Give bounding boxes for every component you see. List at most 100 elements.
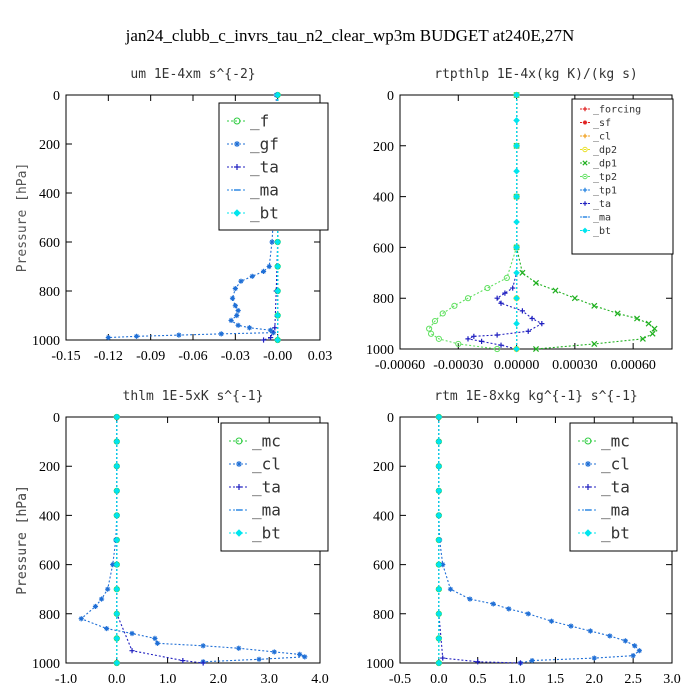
data-point <box>235 308 241 314</box>
legend-entry: _ma <box>252 501 281 520</box>
data-point <box>435 610 443 618</box>
legend: _mc _cl _ta _ma _bt <box>220 422 329 552</box>
series-line <box>80 417 305 663</box>
data-point <box>113 659 121 667</box>
data-point <box>297 651 303 657</box>
legend-entry: _dp1 <box>593 159 617 170</box>
series-ta <box>465 92 545 352</box>
legend-entry: _ma <box>250 181 279 200</box>
data-point <box>269 239 275 245</box>
legend-entry: _ta <box>252 478 281 497</box>
data-point <box>427 330 435 337</box>
data-point <box>513 345 520 353</box>
data-point <box>435 462 443 470</box>
figure-title: jan24_clubb_c_invrs_tau_n2_clear_wp3m BU… <box>125 26 575 45</box>
y-tick-label: 800 <box>39 608 60 623</box>
legend-entry: _gf <box>250 135 279 154</box>
legend-marker <box>582 146 588 153</box>
data-point <box>129 630 135 637</box>
data-point <box>78 616 84 622</box>
y-axis-label: Pressure [hPa] <box>15 163 30 273</box>
data-point <box>519 308 525 314</box>
data-point <box>246 325 253 331</box>
data-point <box>435 659 443 667</box>
data-point <box>180 657 186 664</box>
data-point <box>513 193 520 200</box>
data-point <box>475 659 481 665</box>
data-point <box>591 340 598 347</box>
data-point <box>636 648 642 654</box>
legend: _f _gf _ta _ma _bt <box>218 102 329 231</box>
x-tick-label: 1.0 <box>508 672 526 687</box>
x-tick-label: 4.0 <box>311 672 329 687</box>
data-point <box>104 625 110 632</box>
legend-marker <box>233 209 241 217</box>
data-point <box>498 342 504 348</box>
y-tick-label: 0 <box>387 411 394 426</box>
legend-marker <box>585 484 591 490</box>
data-point <box>440 562 446 568</box>
data-point <box>113 487 121 495</box>
series-tp2 <box>426 91 520 353</box>
legend: _forcing _sf _cl _dp2 _dp1 _tp2 _tp1 _ta _ma _bt <box>571 98 674 255</box>
panel-title: rtpthlp 1E-4x(kg K)/(kg s) <box>434 67 638 82</box>
data-point <box>513 142 520 150</box>
data-point <box>113 512 121 519</box>
data-point <box>232 303 238 309</box>
data-point <box>113 585 121 593</box>
chart-panel-2: rtpthlp 1E-4x(kg K)/(kg s) 0 200 400 600 800 1… <box>366 67 674 373</box>
data-point <box>513 294 520 302</box>
data-point <box>129 648 135 654</box>
data-point <box>494 332 500 338</box>
legend-entry: _f <box>250 112 269 131</box>
legend-marker <box>584 529 592 537</box>
data-point <box>274 263 281 270</box>
data-point <box>235 322 241 328</box>
legend-marker <box>582 133 588 139</box>
data-point <box>105 334 111 341</box>
data-point <box>435 438 443 445</box>
data-point <box>435 585 443 593</box>
y-tick-label: 1000 <box>366 343 394 358</box>
y-tick-label: 400 <box>373 191 394 206</box>
data-point <box>607 633 613 639</box>
y-tick-label: 1000 <box>32 657 60 672</box>
legend-marker <box>582 227 588 234</box>
series-line <box>438 417 641 664</box>
data-point <box>274 287 281 295</box>
data-point <box>614 310 621 317</box>
data-point <box>632 643 638 649</box>
legend-marker <box>236 484 242 490</box>
data-point <box>200 643 206 649</box>
y-tick-label: 600 <box>39 559 60 574</box>
x-tick-label: -0.00060 <box>375 358 425 373</box>
data-point <box>539 321 545 327</box>
legend-entry: _bt <box>593 226 611 237</box>
data-point <box>571 295 578 302</box>
data-point <box>260 268 267 274</box>
legend-marker <box>582 201 588 206</box>
x-tick-label: 0.0 <box>108 672 126 687</box>
legend-entry: _bt <box>601 524 630 543</box>
x-tick-label: -0.12 <box>94 349 123 364</box>
legend-entry: _ta <box>250 158 279 177</box>
y-tick-label: 800 <box>39 285 60 300</box>
x-tick-label: 1.5 <box>547 672 565 687</box>
data-point <box>268 327 274 333</box>
data-point <box>513 91 520 99</box>
data-point <box>517 660 524 666</box>
data-point <box>256 656 262 662</box>
y-tick-label: 0 <box>53 89 60 104</box>
data-point <box>113 561 121 568</box>
data-point <box>490 601 496 607</box>
y-tick-label: 200 <box>373 140 394 155</box>
data-point <box>568 623 574 629</box>
x-tick-label: -1.0 <box>55 672 77 687</box>
data-point <box>525 611 531 617</box>
y-tick-label: 200 <box>39 460 60 475</box>
data-point <box>519 269 526 276</box>
legend-entry: _cl <box>252 455 281 474</box>
data-point <box>176 332 182 338</box>
y-tick-label: 0 <box>53 411 60 426</box>
data-point <box>525 328 531 334</box>
